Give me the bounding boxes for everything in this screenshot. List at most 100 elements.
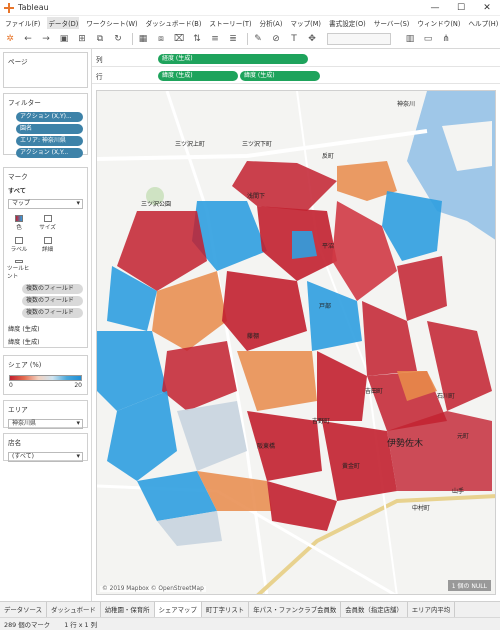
multi-field-pill-3[interactable]: 複数のフィールド [22, 308, 83, 318]
show-me-icon[interactable]: ▥ [405, 33, 415, 44]
filter-pill-area[interactable]: エリア: 神奈川県 [16, 136, 83, 146]
maximize-icon[interactable]: ☐ [456, 3, 466, 13]
region-grey[interactable] [157, 511, 222, 546]
multi-field-pill-1[interactable]: 複数のフィールド [22, 284, 83, 294]
region-red[interactable] [387, 411, 492, 491]
store-select[interactable]: (すべて) [8, 452, 83, 462]
detail-button[interactable]: 詳細 [36, 235, 60, 255]
region-blue[interactable] [192, 201, 267, 271]
region-red[interactable] [247, 411, 322, 481]
region-red[interactable] [397, 256, 447, 321]
menu-help[interactable]: ヘルプ(H) [468, 19, 499, 28]
tab-datasource[interactable]: データソース [0, 602, 48, 617]
presentation-icon[interactable]: ▭ [423, 33, 433, 44]
region-red[interactable] [267, 481, 337, 531]
region-red[interactable] [117, 211, 207, 291]
area-select[interactable]: 神奈川県 [8, 419, 83, 429]
region-orange[interactable] [237, 351, 317, 411]
tab-town-list[interactable]: 町丁字リスト [202, 602, 250, 617]
map-view[interactable]: 神奈川 三ツ沢上町 三ツ沢下町 反町 三ツ沢公園 浅間下 平沼 戸部 藤棚 伊勢… [96, 90, 496, 595]
size-label: サイズ [39, 225, 56, 231]
menu-analysis[interactable]: 分析(A) [259, 19, 283, 28]
labels-icon[interactable]: T [291, 33, 297, 44]
fit-dropdown[interactable] [327, 32, 391, 45]
region-orange[interactable] [397, 371, 437, 401]
rows-shelf[interactable]: 行 緯度 (生成) 緯度 (生成) [92, 68, 500, 84]
region-orange[interactable] [337, 161, 397, 201]
region-red[interactable] [362, 301, 417, 376]
region-orange[interactable] [197, 471, 272, 511]
sort-asc-icon[interactable]: ≡ [211, 33, 219, 44]
save-icon[interactable]: ▣ [59, 33, 69, 44]
region-blue[interactable] [292, 231, 317, 259]
region-red[interactable] [322, 421, 397, 501]
region-red[interactable] [222, 271, 307, 351]
filter-pill-park[interactable]: 園名 [16, 124, 83, 134]
duplicate-sheet-icon[interactable]: ⧈ [158, 33, 164, 44]
menu-story[interactable]: ストーリー(T) [209, 19, 252, 28]
map-attribution[interactable]: © 2019 Mapbox © OpenStreetMap [100, 586, 206, 592]
label-button[interactable]: ラベル [7, 235, 31, 255]
pause-updates-icon[interactable]: ⧉ [96, 33, 104, 44]
filter-pill-action-1[interactable]: アクション (X,Y)... [16, 112, 83, 122]
refresh-icon[interactable]: ↻ [114, 33, 122, 44]
undo-icon[interactable]: ← [24, 33, 32, 44]
tab-kindergarten[interactable]: 幼稚園・保育所 [101, 602, 155, 617]
tab-members[interactable]: 会員数（指定店舗） [341, 602, 408, 617]
menu-map[interactable]: マップ(M) [290, 19, 322, 28]
tooltip-button[interactable]: ツールヒント [7, 260, 31, 280]
fix-axes-icon[interactable]: ✥ [308, 33, 316, 44]
region-blue[interactable] [107, 391, 177, 481]
highlight-icon[interactable]: ✎ [254, 33, 262, 44]
tab-area-average[interactable]: エリア内平均 [408, 602, 456, 617]
marks-all-row[interactable]: すべて [4, 184, 87, 197]
region-red[interactable] [427, 321, 492, 411]
lat-row-1[interactable]: 緯度 (生成) [4, 322, 87, 335]
columns-shelf[interactable]: 列 経度 (生成) [92, 51, 500, 67]
region-red[interactable] [332, 201, 397, 301]
size-button[interactable]: サイズ [36, 213, 60, 233]
menu-format[interactable]: 書式設定(O) [329, 19, 366, 28]
tableau-home-icon[interactable]: ✲ [6, 33, 14, 44]
region-red[interactable] [232, 161, 337, 211]
rows-pill-lat-2[interactable]: 緯度 (生成) [240, 70, 320, 81]
redo-icon[interactable]: → [42, 33, 50, 44]
color-button[interactable]: 色 [7, 213, 31, 233]
region-red[interactable] [317, 351, 367, 421]
mark-type-select[interactable]: マップ [8, 199, 83, 209]
region-blue[interactable] [137, 471, 217, 521]
menu-file[interactable]: ファイル(F) [5, 19, 41, 28]
tab-dashboard[interactable]: ダッシュボード [47, 602, 101, 617]
label-label: ラベル [10, 247, 28, 253]
rows-pill-lat-1[interactable]: 緯度 (生成) [158, 70, 238, 81]
region-blue[interactable] [382, 191, 442, 261]
filter-pill-action-2[interactable]: アクション (X,Y... [16, 148, 83, 158]
tab-share-map[interactable]: シェアマップ [154, 602, 202, 617]
lat-row-2[interactable]: 緯度 (生成) [4, 335, 87, 348]
region-red[interactable] [162, 341, 237, 411]
menu-window[interactable]: ウィンドウ(N) [417, 19, 461, 28]
sort-desc-icon[interactable]: ≣ [229, 33, 237, 44]
menu-server[interactable]: サーバー(S) [373, 19, 410, 28]
new-datasource-icon[interactable]: ⊞ [78, 33, 86, 44]
group-icon[interactable]: ⊘ [272, 33, 280, 44]
columns-pill-lon[interactable]: 経度 (生成) [158, 53, 308, 64]
menu-worksheet[interactable]: ワークシート(W) [86, 19, 138, 28]
region-orange[interactable] [152, 271, 227, 351]
region-blue[interactable] [107, 266, 157, 331]
region-blue[interactable] [97, 331, 167, 411]
menu-data[interactable]: データ(D) [47, 16, 80, 29]
null-badge[interactable]: 1 個の NULL [447, 580, 491, 591]
menu-dashboard[interactable]: ダッシュボード(B) [145, 19, 202, 28]
clear-sheet-icon[interactable]: ⌧ [173, 33, 185, 44]
swap-icon[interactable]: ⇅ [193, 33, 201, 44]
tab-fanclub[interactable]: 年パス・ファンクラブ会員数 [249, 602, 342, 617]
area-filter-card: エリア 神奈川県 [3, 400, 88, 429]
region-grey[interactable] [177, 401, 247, 471]
close-icon[interactable]: ✕ [483, 3, 491, 13]
minimize-icon[interactable]: — [430, 3, 440, 13]
share-icon[interactable]: ⋔ [442, 33, 450, 44]
new-worksheet-icon[interactable]: ▦ [138, 33, 148, 44]
region-blue[interactable] [307, 281, 362, 351]
multi-field-pill-2[interactable]: 複数のフィールド [22, 296, 83, 306]
